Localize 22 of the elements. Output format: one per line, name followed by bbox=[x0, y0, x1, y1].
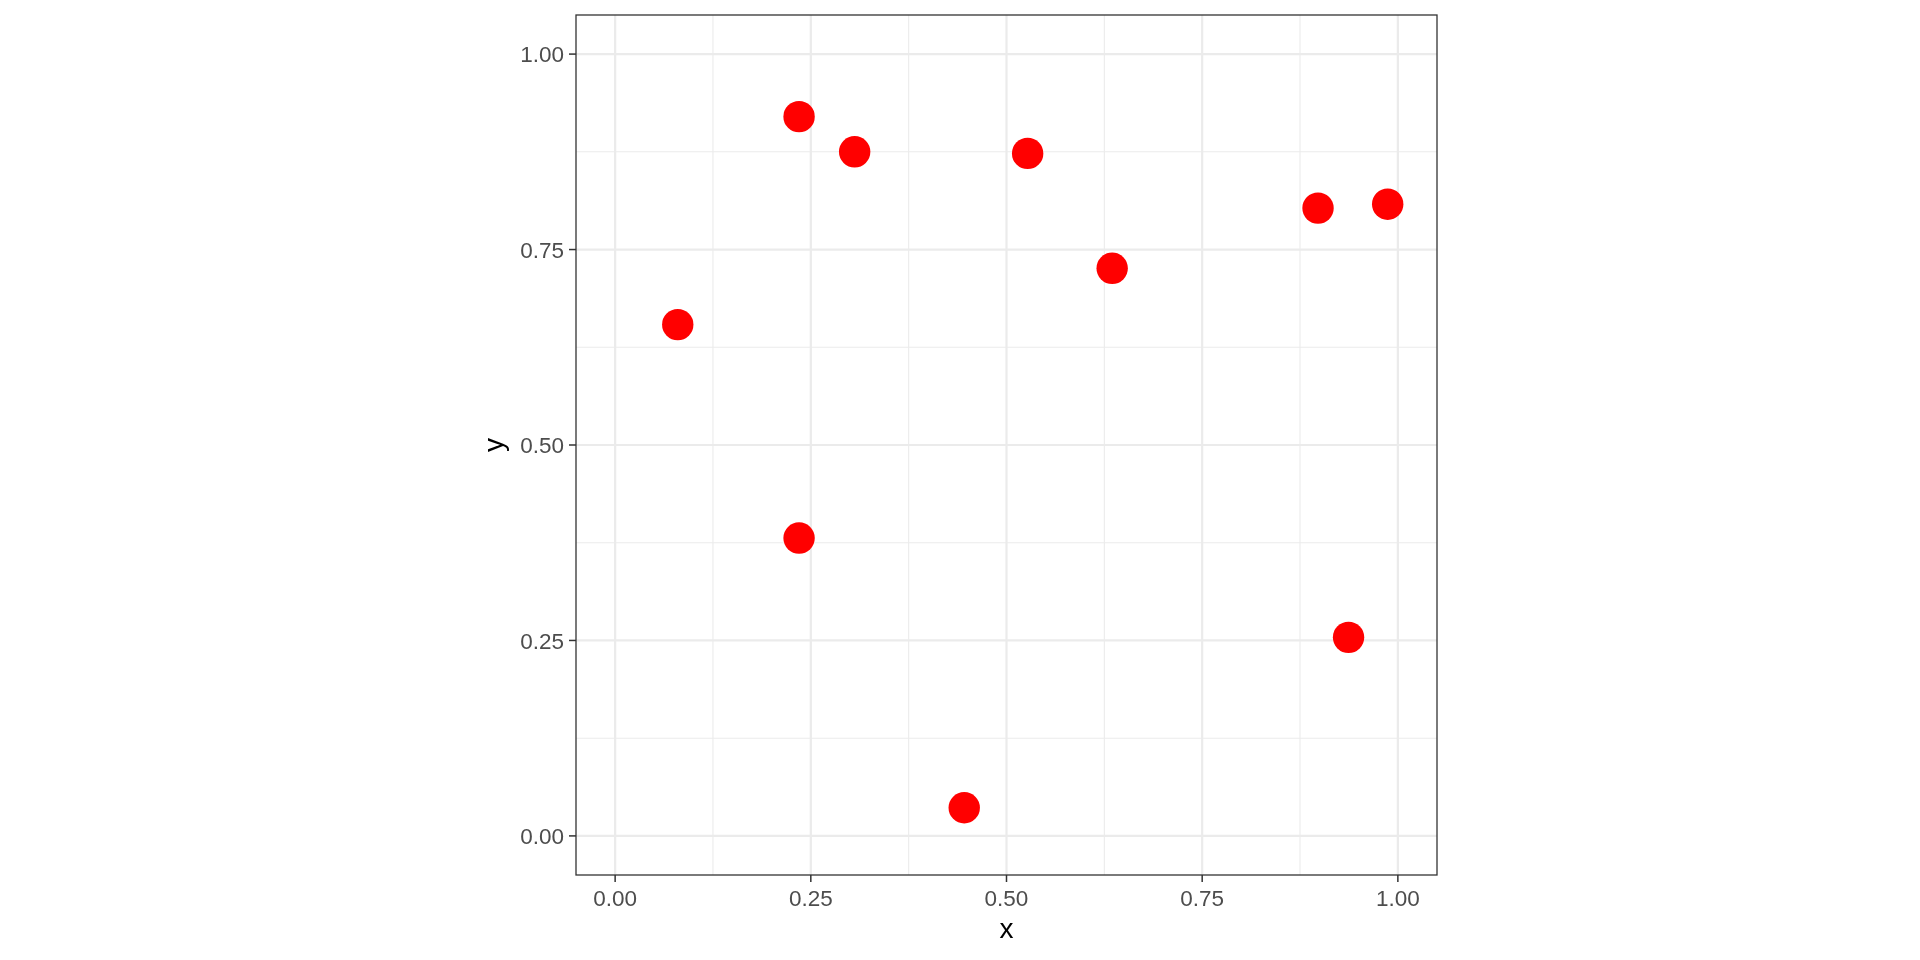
y-tick-label: 0.75 bbox=[520, 237, 564, 263]
point bbox=[948, 792, 980, 824]
point bbox=[783, 522, 815, 554]
y-tick-label: 1.00 bbox=[520, 42, 564, 68]
y-tick-label: 0.50 bbox=[520, 433, 564, 459]
x-axis-title: x bbox=[999, 913, 1014, 944]
point bbox=[1332, 621, 1365, 654]
x-tick-label: 0.25 bbox=[788, 886, 833, 911]
x-tick-label: 0.50 bbox=[984, 886, 1029, 911]
point bbox=[1096, 252, 1128, 285]
point bbox=[783, 100, 815, 133]
point bbox=[1011, 137, 1044, 170]
point bbox=[1302, 192, 1334, 224]
point bbox=[1371, 188, 1404, 220]
x-tick-label: 0.75 bbox=[1180, 886, 1225, 911]
x-tick-label: 1.00 bbox=[1375, 886, 1420, 911]
x-tick-label: 0.00 bbox=[593, 886, 638, 911]
point bbox=[662, 308, 694, 341]
point bbox=[838, 136, 871, 168]
y-tick-label: 0.00 bbox=[520, 824, 564, 850]
y-axis-title: y bbox=[478, 438, 509, 452]
y-tick-label: 0.25 bbox=[520, 628, 564, 654]
